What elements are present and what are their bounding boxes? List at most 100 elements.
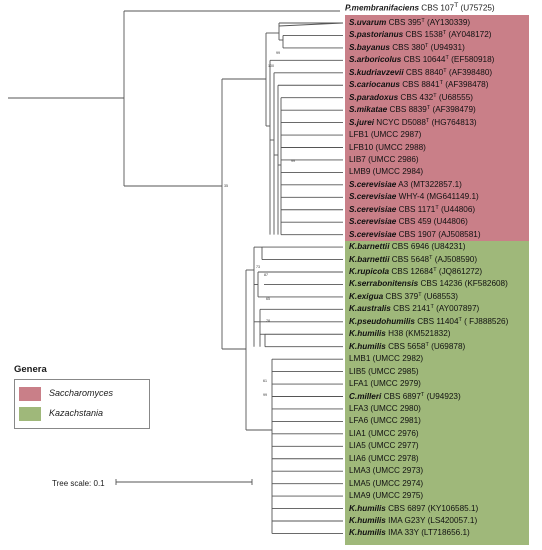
leaf-label: K.australis CBS 2141T (AY007897) — [349, 303, 479, 315]
leaf-genus: K.humilis — [349, 528, 386, 538]
leaf-strain: CBS 5648 — [389, 254, 430, 264]
leaf-strain: WHY-4 (MG641149.1) — [396, 192, 479, 202]
bootstrap-value: 87 — [264, 273, 268, 277]
leaf-label: K.humilis IMA 33Y (LT718656.1) — [349, 527, 470, 539]
leaf-strain: LFA1 (UMCC 2979) — [349, 379, 421, 389]
leaf-accession: (U68553) — [421, 291, 458, 301]
leaf-genus: S.kudriavzevii — [349, 67, 404, 77]
leaf-genus: S.cerevisiae — [349, 192, 397, 202]
leaf-strain: LIB7 (UMCC 2986) — [349, 154, 419, 164]
bootstrap-value: 78 — [266, 319, 270, 323]
bootstrap-value: 61 — [263, 379, 267, 383]
leaf-genus: K.exigua — [349, 291, 384, 301]
leaf-label: S.pastorianus CBS 1538T (AY048172) — [349, 29, 492, 41]
leaf-genus: K.humilis — [349, 516, 386, 525]
leaf-accession: (AF398479) — [430, 105, 476, 115]
leaf-accession: (U94923) — [424, 391, 461, 401]
leaf-strain: A3 (MT322857.1) — [396, 179, 462, 189]
leaf-type-mark: T — [425, 117, 430, 124]
leaf-genus: S.uvarum — [349, 18, 387, 27]
leaf-genus: K.humilis — [349, 329, 386, 339]
leaf-strain: LMA5 (UMCC 2974) — [349, 478, 424, 488]
leaf-label: K.serrabonitensis CBS 14236 (KF582608) — [349, 278, 508, 290]
leaf-label: LMB9 (UMCC 2984) — [349, 166, 423, 178]
leaf-strain: CBS 1171 — [396, 204, 436, 214]
bootstrap-value: 35 — [224, 184, 228, 188]
leaf-type-mark: T — [425, 42, 429, 49]
leaf-type-mark: T — [429, 254, 433, 261]
leaf-type-mark: T — [420, 391, 425, 398]
leaf-label: S.cerevisiae CBS 1907 (AJ508581) — [349, 229, 481, 241]
legend-label: Kazachstania — [49, 408, 104, 418]
leaf-strain: LFA6 (UMCC 2981) — [349, 416, 421, 426]
leaf-label: LIA6 (UMCC 2978) — [349, 453, 419, 465]
leaf-type-mark: T — [445, 55, 449, 62]
leaf-genus: K.rupicola — [349, 267, 390, 276]
leaf-accession: (JQ861272) — [436, 267, 483, 276]
leaf-label: LIB5 (UMCC 2985) — [349, 366, 419, 378]
leaf-type-mark: T — [430, 304, 434, 311]
leaf-accession: (U94931) — [428, 42, 465, 52]
leaf-label: K.humilis CBS 6897 (KY106585.1) — [349, 503, 478, 515]
leaf-label: S.cariocanus CBS 8841T (AF398478) — [349, 79, 488, 91]
kazachstania-swatch — [19, 407, 41, 421]
outgroup-strain: CBS 107 — [419, 3, 455, 13]
leaf-label: K.humilis IMA G23Y (LS420057.1) — [349, 515, 477, 527]
leaf-genus: K.barnettii — [349, 254, 390, 264]
leaf-genus: S.cerevisiae — [349, 229, 397, 239]
leaf-strain: LMB1 (UMCC 2982) — [349, 354, 424, 364]
outgroup-type-mark: T — [454, 2, 459, 9]
leaf-label: K.rupicola CBS 12684T (JQ861272) — [349, 266, 482, 278]
leaf-strain: H38 (KM521832) — [385, 329, 451, 339]
leaf-strain: CBS 8841 — [399, 80, 440, 90]
leaf-label: LFA1 (UMCC 2979) — [349, 378, 421, 390]
leaf-genus: S.bayanus — [349, 42, 390, 52]
leaf-strain: CBS 10644 — [401, 55, 446, 65]
bootstrap-value: 99 — [291, 159, 295, 163]
leaf-label: K.exigua CBS 379T (U68553) — [349, 291, 458, 303]
leaf-accession: (AY130339) — [424, 18, 471, 27]
leaf-accession: (AY048172) — [446, 30, 492, 40]
outgroup-label: P.membranifaciens CBS 107T (U75725) — [345, 2, 495, 13]
leaf-genus: K.humilis — [349, 503, 386, 513]
leaf-accession: (HG764813) — [429, 117, 477, 127]
leaf-strain: CBS 6946 (U84231) — [389, 242, 466, 252]
leaf-label: S.cerevisiae WHY-4 (MG641149.1) — [349, 191, 479, 203]
leaf-label: S.kudriavzevii CBS 8840T (AF398480) — [349, 67, 492, 79]
leaf-label: LMA9 (UMCC 2975) — [349, 490, 423, 502]
leaf-label: LFB10 (UMCC 2988) — [349, 142, 426, 154]
leaf-strain: LFA3 (UMCC 2980) — [349, 403, 421, 413]
leaf-label: S.arboricolus CBS 10644T (EF580918) — [349, 54, 494, 66]
leaf-strain: CBS 6897 (KY106585.1) — [385, 503, 479, 513]
leaf-genus: S.mikatae — [349, 105, 388, 115]
leaf-strain: LMA9 (UMCC 2975) — [349, 491, 424, 501]
leaf-genus: K.humilis — [349, 341, 386, 351]
leaf-accession: (U69878) — [428, 341, 466, 351]
leaf-strain: LIB5 (UMCC 2985) — [349, 366, 419, 376]
leaf-type-mark: T — [433, 267, 437, 273]
leaf-strain: CBS 12684 — [389, 267, 434, 276]
leaf-strain: CBS 8839 — [387, 105, 427, 115]
leaf-strain: LIA1 (UMCC 2976) — [349, 428, 419, 438]
outgroup-genus: P.membranifaciens — [345, 3, 420, 13]
leaf-type-mark: T — [433, 92, 437, 99]
leaf-type-mark: T — [418, 291, 422, 298]
leaf-label: LMA3 (UMCC 2973) — [349, 465, 423, 477]
leaf-label: K.barnettii CBS 6946 (U84231) — [349, 241, 466, 253]
leaf-genus: S.jurei — [349, 117, 375, 127]
leaf-label: LIA1 (UMCC 2976) — [349, 428, 419, 440]
leaf-strain: CBS 5658 — [385, 341, 426, 351]
leaf-accession: (AJ508590) — [432, 254, 478, 264]
leaf-label: S.uvarum CBS 395T (AY130339) — [349, 17, 470, 29]
leaf-strain: IMA G23Y (LS420057.1) — [385, 516, 478, 525]
legend: Saccharomyces Kazachstania — [14, 379, 150, 429]
leaf-type-mark: T — [442, 30, 447, 37]
saccharomyces-swatch — [19, 387, 41, 401]
saccharomyces-clade-band — [345, 15, 529, 241]
leaf-strain: CBS 459 (U44806) — [396, 217, 468, 227]
leaf-label: K.humilis H38 (KM521832) — [349, 328, 450, 340]
leaf-strain: CBS 395 — [386, 18, 422, 27]
tree-scale-label: Tree scale: 0.1 — [52, 479, 105, 488]
leaf-label: S.mikatae CBS 8839T (AF398479) — [349, 104, 476, 116]
